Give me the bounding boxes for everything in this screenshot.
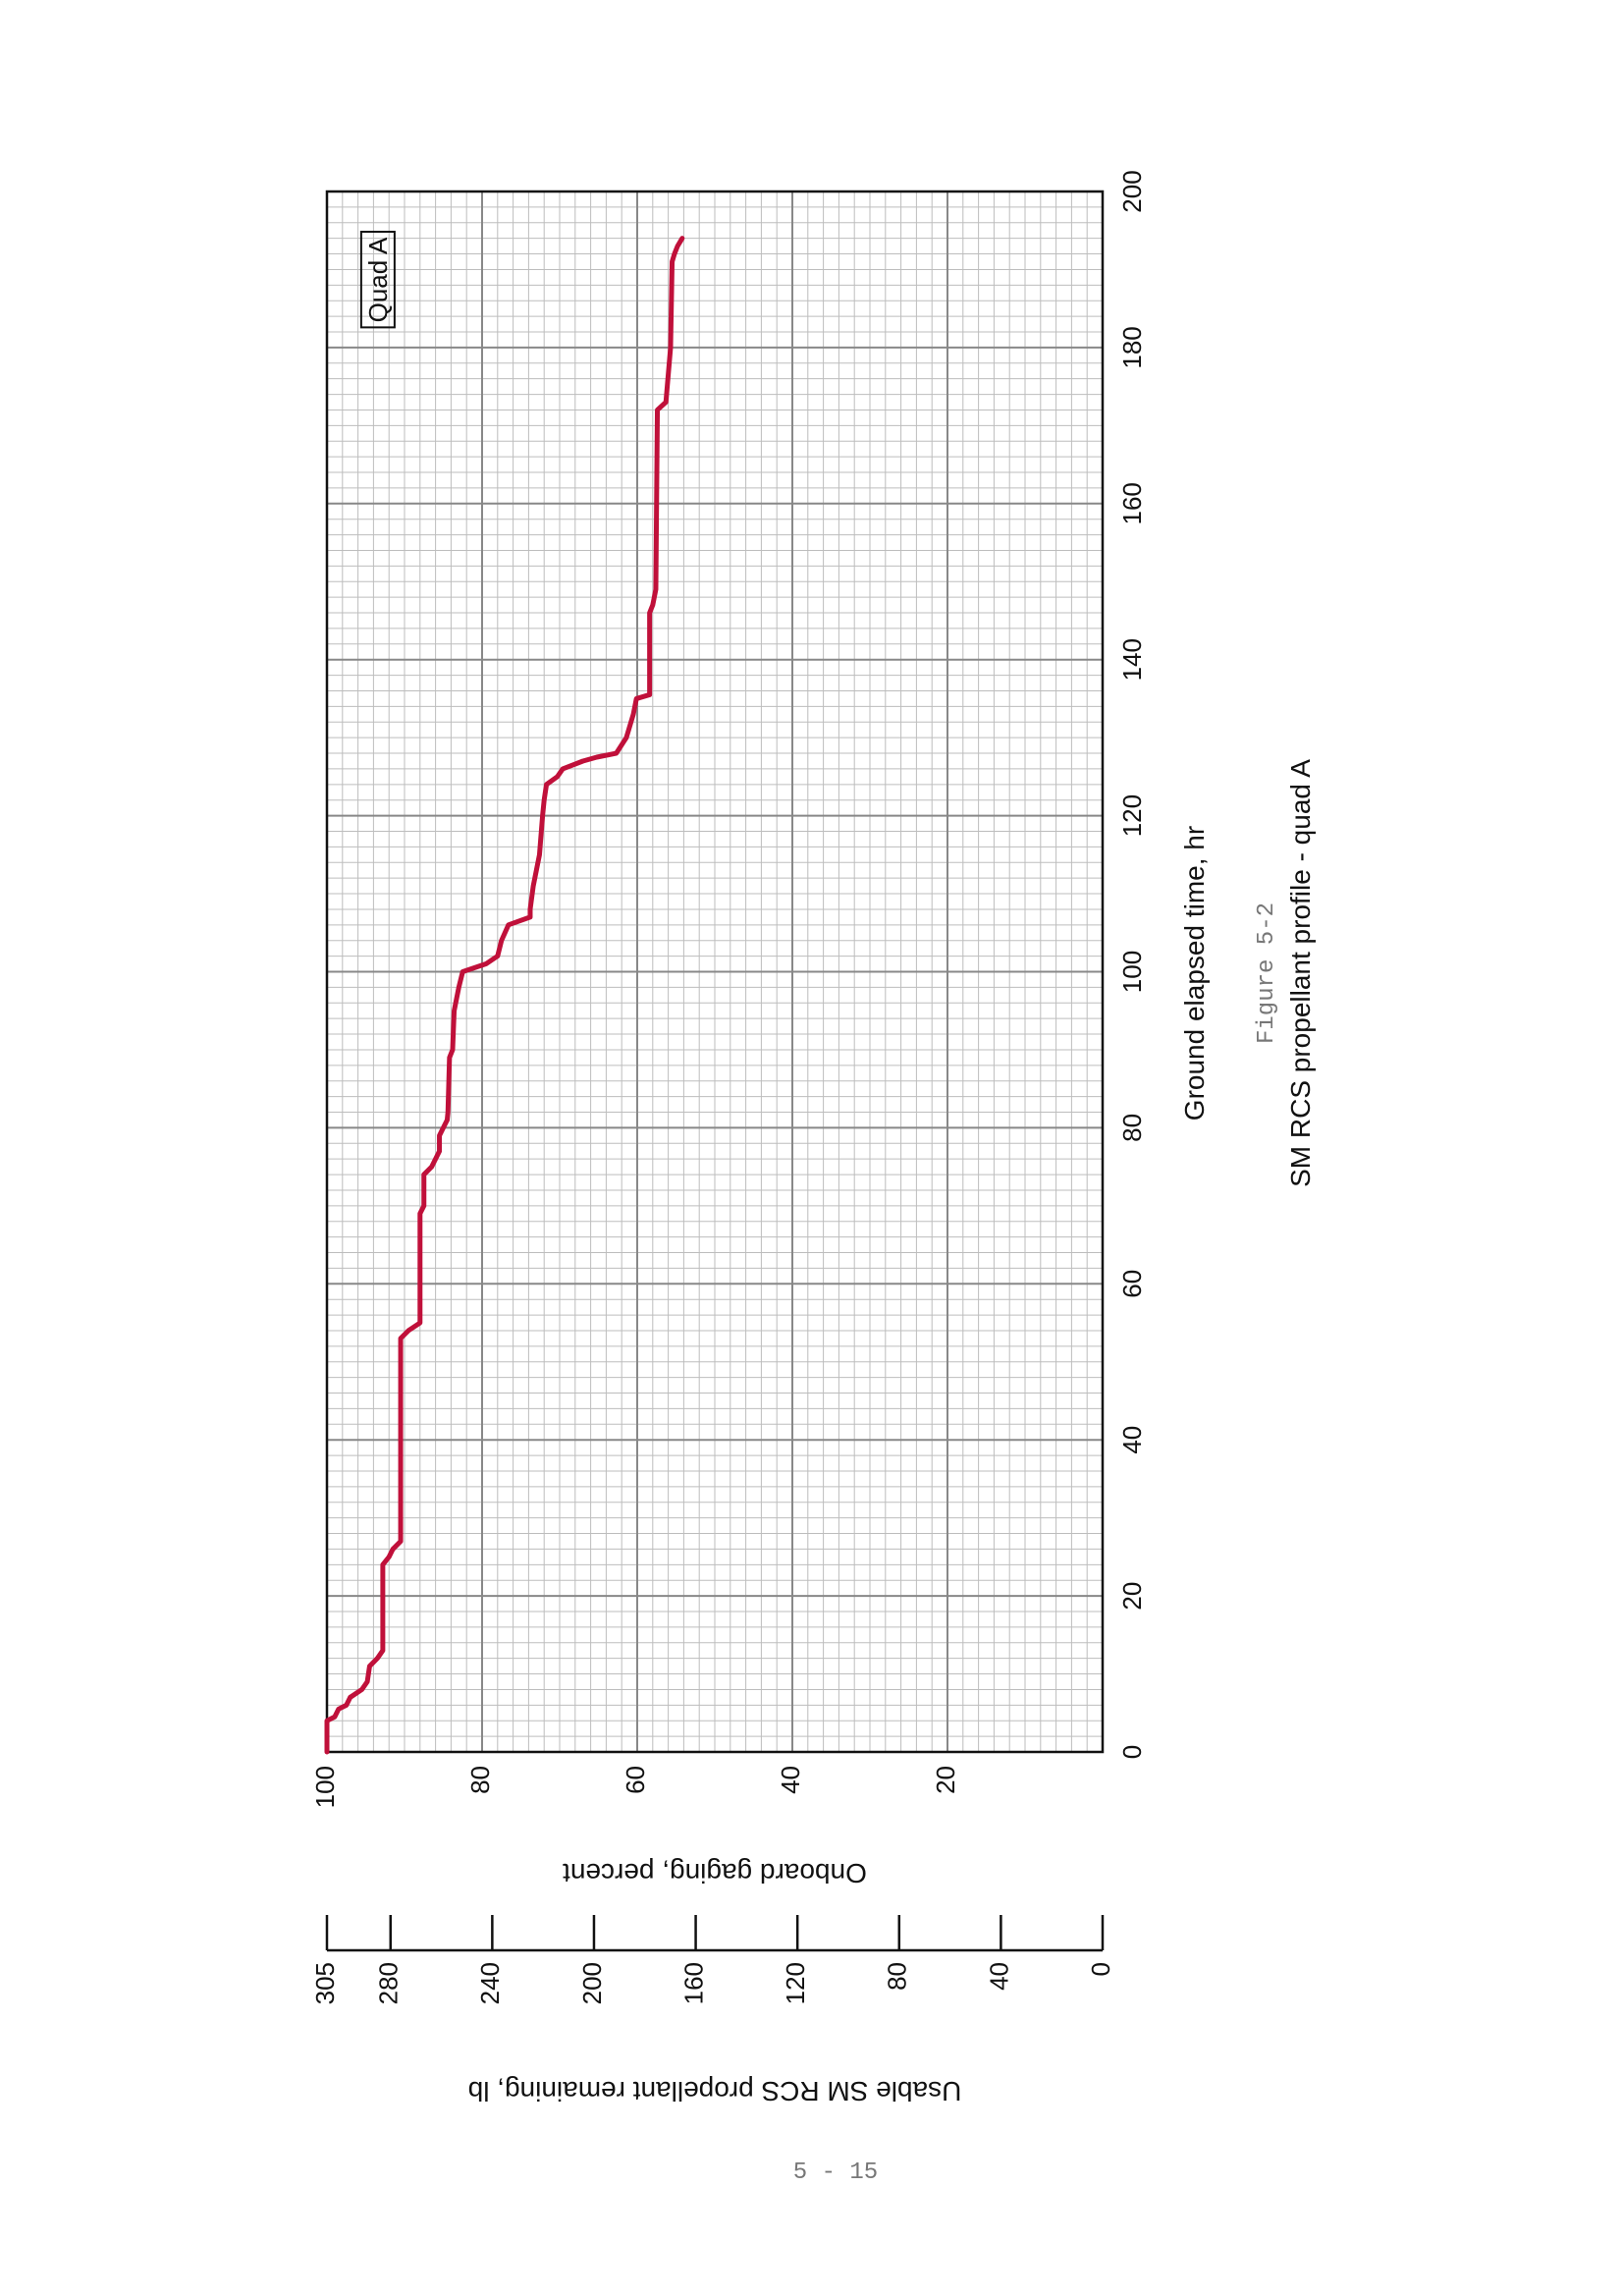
rotated-chart: Ground elapsed time, hr Figure 5-2 SM RC…	[310, 170, 1316, 2106]
x-axis-title: Ground elapsed time, hr	[1179, 826, 1210, 1121]
annotation-box	[359, 230, 396, 329]
y-axis-title: Onboard gaging, percent	[563, 1858, 867, 1888]
y2-tick-label: 200	[577, 1962, 607, 2004]
y-tick-label: 60	[621, 1766, 650, 1794]
y2-tick-label: 0	[1086, 1962, 1115, 1976]
y-tick-label: 80	[465, 1766, 495, 1794]
y2-tick-label: 240	[475, 1962, 505, 2004]
plot-frame	[325, 190, 1105, 1754]
x-tick-label: 0	[1117, 1745, 1147, 1759]
figure-label: Figure 5-2	[1254, 902, 1280, 1044]
y-tick-label: 20	[931, 1766, 960, 1794]
x-tick-label: 180	[1117, 326, 1147, 368]
x-tick-label: 200	[1117, 170, 1147, 212]
x-tick-label: 100	[1117, 951, 1147, 993]
y2-tick-label: 120	[781, 1962, 810, 2004]
y2-tick-label: 305	[310, 1962, 340, 2004]
x-tick-label: 80	[1117, 1114, 1147, 1142]
y-tick-label: 40	[776, 1766, 805, 1794]
page-number: 5 - 15	[793, 2159, 878, 2186]
x-tick-label: 60	[1117, 1270, 1147, 1298]
x-tick-label: 140	[1117, 638, 1147, 681]
y-tick-label: 100	[310, 1766, 340, 1808]
x-tick-label: 120	[1117, 794, 1147, 837]
annotation: Quad A	[363, 237, 393, 322]
x-tick-label: 160	[1117, 482, 1147, 524]
y2-axis-title: Usable SM RCS propellant remaining, lb	[468, 2076, 962, 2106]
x-tick-label: 40	[1117, 1426, 1147, 1454]
chart-title: SM RCS propellant profile - quad A	[1285, 759, 1316, 1187]
y2-tick-label: 80	[883, 1962, 912, 1991]
y2-tick-label: 40	[984, 1962, 1013, 1991]
x-tick-label: 20	[1117, 1582, 1147, 1611]
y2-tick-label: 280	[374, 1962, 404, 2004]
y2-tick-label: 160	[678, 1962, 708, 2004]
data-line	[324, 236, 685, 1755]
